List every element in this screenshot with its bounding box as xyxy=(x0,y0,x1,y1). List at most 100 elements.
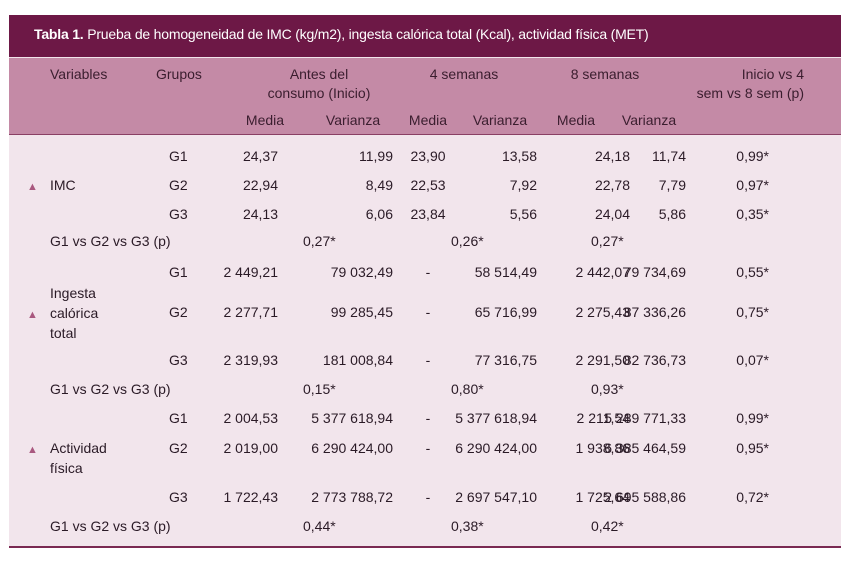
header-inicio-line2: sem vs 8 sem (p) xyxy=(696,85,804,101)
table-cell-antes-media: 2 277,71 xyxy=(223,304,279,320)
table-cell-s8-var: 5 289 771,33 xyxy=(604,410,686,426)
table-cell-s4-var: 2 697 547,10 xyxy=(455,489,537,505)
header-antes-line2: consumo (Inicio) xyxy=(267,85,371,101)
table-cell-antes-media: 2 449,21 xyxy=(223,264,279,280)
table-cell-s8-media: 2 211,54 xyxy=(576,410,630,426)
triangle-up-icon: ▲ xyxy=(27,181,38,193)
table-cell-s8-media: 1 725,64 xyxy=(575,489,631,505)
table-cell-p: 0,99* xyxy=(736,148,769,164)
table-cell-s4-var: 5,56 xyxy=(509,206,537,222)
variable-label: calórica xyxy=(50,305,99,321)
table-header: Variables Grupos Antes del consumo (Inic… xyxy=(9,58,841,134)
table-cell-p: 0,72* xyxy=(736,489,769,505)
triangle-up-icon: ▲ xyxy=(27,444,38,456)
table-cell-s4-media: 22,53 xyxy=(410,177,446,193)
header-antes-line1: Antes del xyxy=(289,66,349,82)
table-cell-s4-var: 7,92 xyxy=(509,177,537,193)
comparison-8sem: 0,27* xyxy=(591,233,624,249)
comparison-label: G1 vs G2 vs G3 (p) xyxy=(50,518,171,534)
comparison-8sem: 0,42* xyxy=(591,518,624,534)
comparison-antes: 0,44* xyxy=(303,518,336,534)
variable-label: Ingesta xyxy=(50,285,96,301)
comparison-4sem: 0,38* xyxy=(451,518,484,534)
header-4sem-varianza: Varianza xyxy=(472,112,528,128)
table-cell-s4-var: 65 716,99 xyxy=(474,304,537,320)
table-cell-s4-media: - xyxy=(425,440,431,456)
table-cell-antes-media: 24,37 xyxy=(242,148,278,164)
variable-label: total xyxy=(50,325,77,341)
table-cell-antes-media: 2 319,93 xyxy=(223,352,279,368)
header-inicio-line1: Inicio vs 4 xyxy=(741,66,804,82)
table-title-bar: Tabla 1. Prueba de homogeneidad de IMC (… xyxy=(9,15,841,57)
header-4-semanas: 4 semanas xyxy=(429,66,499,82)
table-cell-p: 0,95* xyxy=(736,440,769,456)
table-cell-s8-var: 79 734,69 xyxy=(623,264,686,280)
table-cell-s8-media: 2 291,50 xyxy=(575,352,631,368)
table-cell-antes-var: 6 290 424,00 xyxy=(311,440,393,456)
table-cell-s4-media: 23,84 xyxy=(410,206,446,222)
variable-label: física xyxy=(50,460,83,476)
comparison-antes: 0,27* xyxy=(303,233,336,249)
table-cell-s8-media: 1 938,86 xyxy=(575,440,631,456)
table-cell-p: 0,55* xyxy=(736,264,769,280)
table-cell-s8-media: 22,78 xyxy=(594,177,630,193)
table-cell-p: 0,99* xyxy=(736,410,769,426)
header-antes-media: Media xyxy=(245,112,285,128)
table-cell-antes-var: 181 008,84 xyxy=(322,352,393,368)
table-cell-antes-media: 22,94 xyxy=(242,177,278,193)
table-cell-s4-var: 5 377 618,94 xyxy=(455,410,537,426)
table-title-text: Prueba de homogeneidad de IMC (kg/m2), i… xyxy=(83,26,649,42)
table-cell-s8-var: 87 336,26 xyxy=(623,304,686,320)
header-variables: Variables xyxy=(50,66,108,82)
table-cell-antes-var: 79 032,49 xyxy=(330,264,393,280)
table-cell-s4-media: - xyxy=(425,264,431,280)
table-cell-antes-media: 2 019,00 xyxy=(223,440,279,456)
table-cell-grupo: G1 xyxy=(169,410,188,426)
table-bottom-rule xyxy=(9,546,841,548)
table-cell-antes-var: 5 377 618,94 xyxy=(311,410,393,426)
comparison-4sem: 0,26* xyxy=(451,233,484,249)
table-cell-antes-var: 8,49 xyxy=(365,177,393,193)
comparison-label: G1 vs G2 vs G3 (p) xyxy=(50,381,171,397)
table-cell-s4-var: 6 290 424,00 xyxy=(455,440,537,456)
table-cell-s4-media: - xyxy=(425,304,431,320)
variable-label: IMC xyxy=(50,177,76,193)
table-cell-s8-var: 6 385 464,59 xyxy=(604,440,686,456)
header-antes-varianza: Varianza xyxy=(325,112,381,128)
table-cell-s4-media: - xyxy=(425,410,431,426)
header-8sem-varianza: Varianza xyxy=(621,112,677,128)
table-cell-s4-var: 77 316,75 xyxy=(474,352,537,368)
table-cell-p: 0,07* xyxy=(736,352,769,368)
table-cell-s4-media: 23,90 xyxy=(410,148,446,164)
table-cell-antes-var: 2 773 788,72 xyxy=(311,489,393,505)
table-cell-s8-var: 2 695 588,86 xyxy=(604,489,686,505)
table-cell-p: 0,75* xyxy=(736,304,769,320)
table-cell-s8-var: 82 736,73 xyxy=(623,352,686,368)
table-cell-grupo: G3 xyxy=(169,352,188,368)
table-cell-antes-media: 2 004,53 xyxy=(223,410,279,426)
table-cell-antes-var: 99 285,45 xyxy=(330,304,393,320)
table-cell-antes-var: 11,99 xyxy=(359,148,393,164)
header-divider xyxy=(9,134,841,135)
table-frame: Tabla 1. Prueba de homogeneidad de IMC (… xyxy=(9,15,841,548)
table-cell-s8-media: 2 442,07 xyxy=(575,264,631,280)
table-cell-antes-media: 24,13 xyxy=(242,206,278,222)
table-cell-antes-var: 6,06 xyxy=(365,206,393,222)
table-cell-s8-var: 7,79 xyxy=(658,177,686,193)
table-cell-s4-media: - xyxy=(425,489,431,505)
table-cell-s4-var: 58 514,49 xyxy=(474,264,537,280)
table-cell-antes-media: 1 722,43 xyxy=(223,489,279,505)
table-cell-s8-media: 24,18 xyxy=(594,148,630,164)
table-cell-grupo: G1 xyxy=(169,264,188,280)
table-cell-grupo: G2 xyxy=(169,440,188,456)
variable-label: Actividad xyxy=(50,440,107,456)
header-8sem-media: Media xyxy=(556,112,596,128)
table-cell-p: 0,35* xyxy=(736,206,769,222)
table-cell-s8-var: 11,74 xyxy=(652,148,686,164)
header-grupos: Grupos xyxy=(156,66,202,82)
table-title: Tabla 1. Prueba de homogeneidad de IMC (… xyxy=(34,26,649,42)
table-cell-grupo: G2 xyxy=(169,177,188,193)
comparison-8sem: 0,93* xyxy=(591,381,624,397)
table-cell-s8-media: 2 275,43 xyxy=(575,304,631,320)
table-cell-p: 0,97* xyxy=(736,177,769,193)
